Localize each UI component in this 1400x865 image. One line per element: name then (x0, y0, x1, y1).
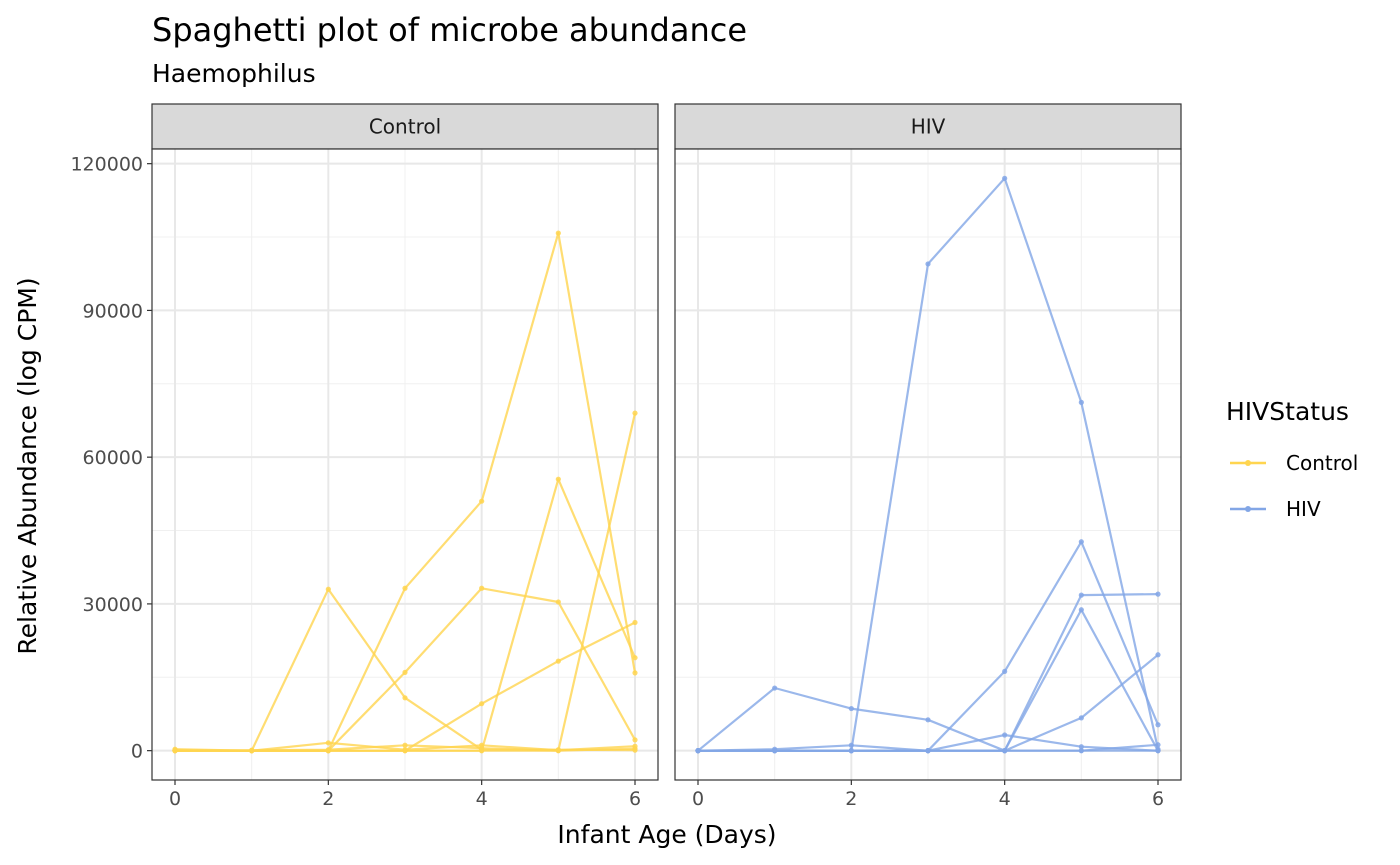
data-point (1078, 592, 1084, 598)
data-point (925, 261, 931, 267)
data-point (1002, 668, 1008, 675)
data-point (325, 586, 331, 592)
y-tick-label: 90000 (83, 300, 143, 322)
data-point (402, 669, 408, 675)
data-point (479, 585, 485, 591)
y-tick-label: 120000 (70, 154, 143, 176)
data-point (632, 410, 638, 416)
data-point (555, 476, 561, 482)
legend-entry-hiv: HIV (1230, 497, 1321, 521)
legend: HIVStatus Control HIV (1226, 397, 1358, 521)
legend-title: HIVStatus (1226, 397, 1349, 426)
data-point (479, 498, 485, 504)
data-point (1078, 715, 1084, 721)
panel-control: Control 0 2 4 6 0 30000 60000 90000 120000 (70, 103, 659, 810)
x-tick-label: 0 (692, 788, 704, 810)
data-point (848, 705, 854, 712)
chart-subtitle: Haemophilus (152, 59, 316, 88)
data-point (555, 658, 561, 664)
data-point (402, 585, 408, 591)
data-point (249, 747, 255, 753)
data-point (1155, 742, 1161, 748)
facet-strip (151, 103, 659, 150)
x-tick-label: 0 (169, 788, 181, 810)
facet-panels: Control 0 2 4 6 0 30000 60000 90000 120000 HIV 0 2 4 6 (70, 103, 1182, 810)
x-tick-label: 2 (322, 788, 334, 810)
data-point (925, 717, 931, 723)
x-tick-label: 6 (629, 788, 641, 810)
data-point (402, 742, 408, 748)
x-tick-label: 6 (1152, 788, 1164, 810)
data-point (172, 748, 178, 754)
data-point (1002, 732, 1008, 738)
panel-border (674, 148, 1182, 781)
legend-key-point (1245, 506, 1251, 512)
data-point (402, 695, 408, 701)
data-point (1078, 399, 1084, 405)
data-point (402, 747, 408, 753)
data-point (1078, 748, 1084, 754)
data-point (479, 745, 485, 751)
x-tick-label: 2 (845, 788, 857, 810)
data-point (848, 748, 854, 754)
data-point (632, 655, 638, 661)
data-point (632, 670, 638, 676)
data-point (479, 701, 485, 707)
data-point (632, 746, 638, 752)
data-point (1078, 744, 1084, 750)
data-point (1155, 722, 1161, 728)
data-point (848, 742, 854, 748)
x-tick-label: 4 (999, 788, 1011, 810)
x-axis-title: Infant Age (Days) (557, 820, 776, 849)
legend-key-point (1245, 460, 1251, 466)
data-point (632, 737, 638, 743)
panel-hiv: HIV 0 2 4 6 (674, 103, 1182, 810)
data-point (325, 747, 331, 753)
y-axis-title: Relative Abundance (log CPM) (13, 277, 42, 654)
data-point (1155, 652, 1161, 658)
data-point (325, 740, 331, 746)
data-point (695, 748, 701, 754)
panel-border (151, 148, 659, 781)
facet-strip-label: Control (369, 115, 441, 139)
data-point (772, 685, 778, 691)
x-tick-label: 4 (476, 788, 488, 810)
data-point (772, 746, 778, 752)
y-tick-label: 0 (131, 741, 143, 763)
data-point (1078, 539, 1084, 545)
data-point (555, 230, 561, 236)
data-point (632, 619, 638, 626)
data-point (1002, 175, 1008, 181)
facet-strip-label: HIV (911, 115, 946, 139)
data-point (555, 748, 561, 754)
y-tick-label: 30000 (83, 594, 143, 616)
data-point (1002, 748, 1008, 754)
legend-label: Control (1286, 451, 1358, 475)
chart-title: Spaghetti plot of microbe abundance (152, 11, 747, 49)
legend-label: HIV (1286, 497, 1321, 521)
data-point (1155, 591, 1161, 597)
data-point (555, 599, 561, 605)
data-point (925, 748, 931, 754)
data-point (1078, 607, 1084, 613)
data-point (1155, 748, 1161, 754)
facet-strip (674, 103, 1182, 150)
legend-entry-control: Control (1230, 451, 1358, 475)
y-tick-label: 60000 (83, 447, 143, 469)
